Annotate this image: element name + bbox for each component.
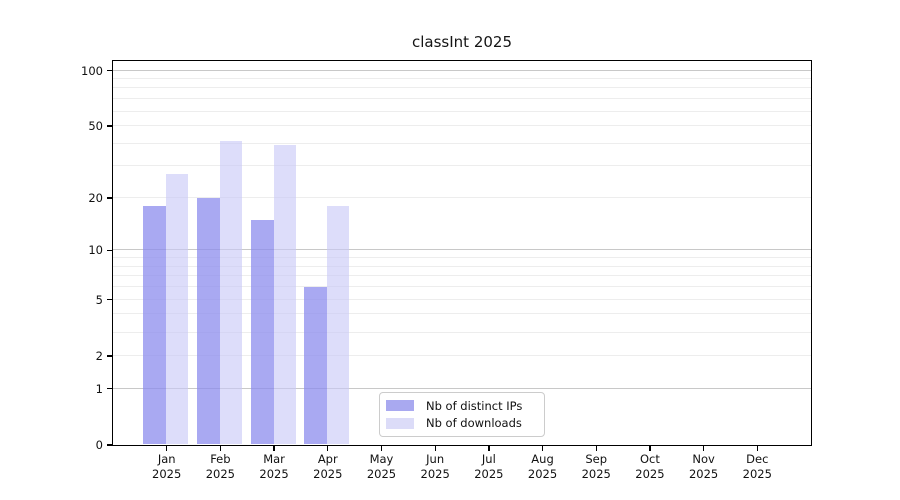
gridline-minor xyxy=(112,286,811,288)
x-tick-label: Jul 2025 xyxy=(474,452,504,481)
bar-distinct-ips-jan xyxy=(143,205,167,445)
y-tick-mark xyxy=(107,444,112,446)
gridline-major xyxy=(112,69,811,71)
x-tick-mark xyxy=(273,445,275,451)
x-tick-label: Jun 2025 xyxy=(420,452,450,481)
x-tick-mark xyxy=(219,445,222,451)
gridline-minor xyxy=(112,354,811,356)
y-tick-label: 0 xyxy=(95,438,103,452)
x-tick-label: Sep 2025 xyxy=(581,452,611,481)
y-tick-label: 5 xyxy=(95,292,103,307)
gridline-minor xyxy=(112,110,811,112)
y-tick-mark xyxy=(107,249,112,252)
plot-area xyxy=(111,59,812,446)
bar-distinct-ips-apr xyxy=(304,286,328,445)
x-tick-mark xyxy=(327,445,329,451)
x-tick-label: May 2025 xyxy=(366,452,397,481)
gridline-minor xyxy=(112,142,811,144)
bar-distinct-ips-mar xyxy=(250,219,274,445)
x-tick-label: Feb 2025 xyxy=(205,452,236,481)
y-tick-label: 20 xyxy=(88,191,103,205)
x-tick-mark xyxy=(166,445,168,451)
y-tick-label: 10 xyxy=(88,243,103,258)
x-tick-label: Nov 2025 xyxy=(688,452,719,481)
x-tick-mark xyxy=(595,445,597,451)
gridline-minor xyxy=(112,125,811,127)
y-tick-mark xyxy=(107,69,112,72)
x-tick-mark xyxy=(488,445,490,451)
gridline-minor xyxy=(112,87,811,89)
gridline-minor xyxy=(112,165,811,167)
x-tick-mark xyxy=(756,445,758,451)
x-tick-mark xyxy=(649,445,651,451)
y-tick-mark xyxy=(107,197,112,199)
gridline-minor xyxy=(112,298,811,300)
legend: Nb of distinct IPs Nb of downloads xyxy=(379,392,545,437)
bar-downloads-mar xyxy=(273,145,296,445)
bar-downloads-feb xyxy=(219,141,242,445)
legend-swatch-icon xyxy=(386,417,414,429)
gridline-minor xyxy=(112,331,811,333)
legend-label: Nb of downloads xyxy=(426,416,522,431)
x-tick-label: Apr 2025 xyxy=(313,452,343,481)
y-tick-label: 50 xyxy=(88,119,103,134)
gridline-minor xyxy=(112,257,811,259)
x-tick-label: Jan 2025 xyxy=(152,452,182,481)
gridline-minor xyxy=(112,78,811,80)
legend-swatch-icon xyxy=(386,400,414,412)
gridline-minor xyxy=(112,265,811,267)
gridline-minor xyxy=(112,313,811,315)
chart-title: classInt 2025 xyxy=(412,33,512,51)
y-tick-mark xyxy=(107,388,112,390)
x-tick-label: Dec 2025 xyxy=(742,452,772,481)
legend-item: Nb of downloads xyxy=(386,416,536,430)
gridline-minor xyxy=(112,197,811,198)
y-tick-mark xyxy=(107,125,112,127)
y-tick-label: 2 xyxy=(95,348,103,363)
gridline-minor xyxy=(112,275,811,277)
y-tick-label: 100 xyxy=(81,63,103,78)
bar-distinct-ips-feb xyxy=(196,197,220,445)
x-tick-label: Oct 2025 xyxy=(635,452,665,481)
x-tick-mark xyxy=(434,445,436,451)
gridline-major xyxy=(112,387,811,389)
gridline-major xyxy=(112,249,811,251)
x-tick-label: Aug 2025 xyxy=(527,452,558,481)
legend-item: Nb of distinct IPs xyxy=(386,399,536,413)
x-tick-mark xyxy=(380,445,383,451)
bar-downloads-jan xyxy=(166,174,189,445)
x-tick-label: Mar 2025 xyxy=(259,452,289,481)
x-tick-mark xyxy=(541,445,544,451)
gridline-minor xyxy=(112,98,811,100)
y-tick-mark xyxy=(107,355,112,357)
legend-label: Nb of distinct IPs xyxy=(426,398,523,413)
x-tick-mark xyxy=(703,445,705,451)
bar-downloads-apr xyxy=(327,205,350,445)
y-tick-mark xyxy=(107,299,112,301)
y-tick-label: 1 xyxy=(95,381,103,396)
